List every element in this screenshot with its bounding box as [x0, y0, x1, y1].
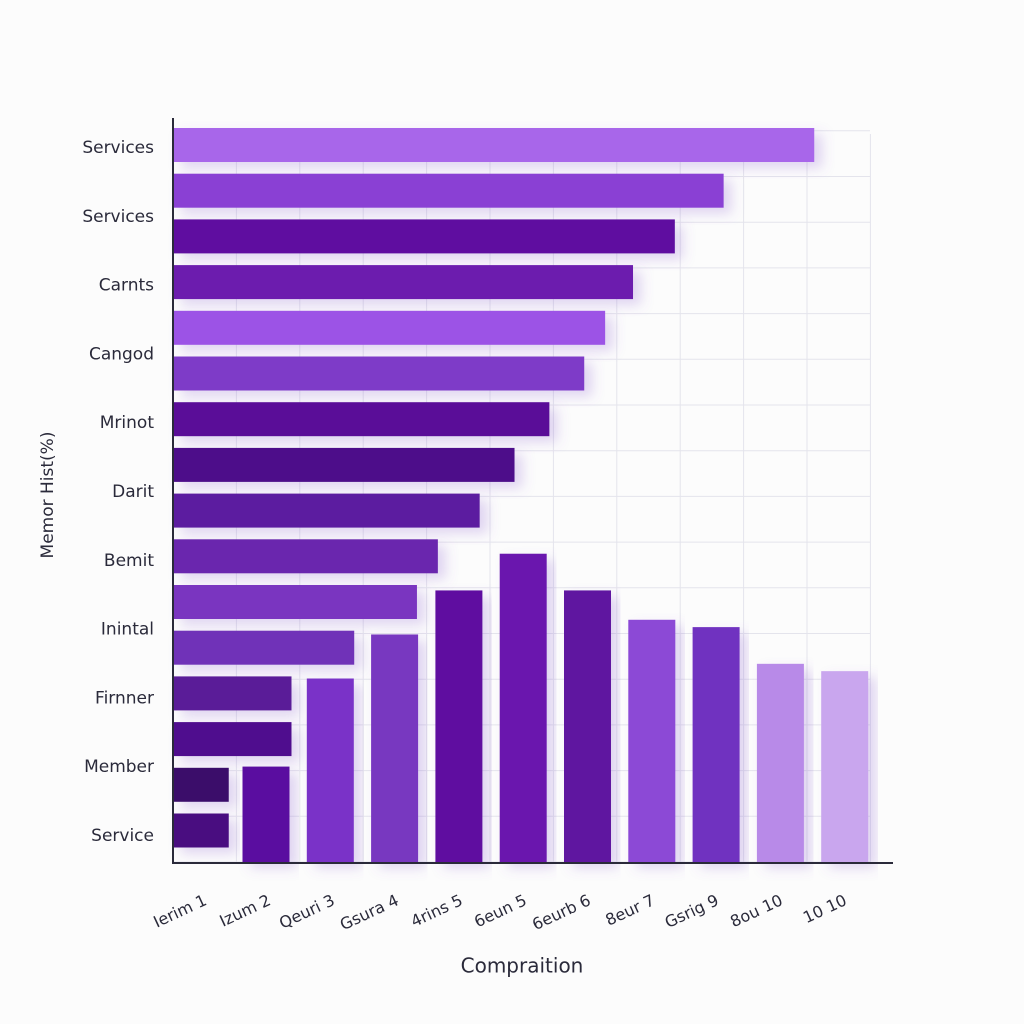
y-tick-label: Mrinot [100, 413, 155, 433]
x-tick-label: 10 10 [800, 890, 850, 927]
x-tick-label: 4rins 5 [408, 890, 466, 930]
bar [435, 590, 483, 862]
bar [306, 678, 354, 862]
bar [756, 663, 804, 862]
x-tick-label: 6eun 5 [471, 890, 529, 931]
bar [173, 356, 585, 391]
x-tick-label: Gsrig 9 [662, 890, 722, 931]
bar [173, 722, 292, 757]
y-tick-label: Services [82, 138, 154, 158]
bar [173, 265, 634, 300]
y-tick-label: Carnts [99, 276, 154, 296]
bar [628, 619, 676, 862]
y-tick-label: Service [91, 826, 154, 846]
y-tick-label: Darit [112, 482, 154, 502]
y-axis-title: Memor Hist(%) [38, 432, 58, 559]
bar [173, 813, 229, 848]
bar [821, 671, 869, 862]
bar [173, 310, 606, 345]
x-tick-label: 8eur 7 [602, 890, 657, 929]
y-tick-label: Cangod [89, 344, 154, 364]
bar [173, 402, 550, 437]
bar [173, 767, 229, 802]
y-tick-label: Firnner [95, 688, 154, 708]
y-tick-label: Member [84, 757, 154, 777]
x-tick-label: Izum 2 [217, 890, 274, 930]
bar [173, 585, 417, 619]
x-tick-label: 8ou 10 [727, 890, 785, 931]
bar [499, 553, 547, 862]
x-axis-title: Compraition [461, 954, 584, 978]
bar [173, 676, 292, 711]
bar [173, 447, 515, 482]
bar [371, 634, 419, 862]
bar [692, 627, 740, 862]
x-tick-label: Ierim 1 [150, 890, 209, 931]
bar [173, 493, 480, 528]
bar [173, 128, 815, 162]
bar [242, 766, 290, 862]
x-tick-label: Gsura 4 [337, 890, 402, 934]
bar [564, 590, 611, 862]
y-tick-label: Bemit [104, 551, 154, 571]
x-tick-label: 6eurb 6 [529, 890, 593, 933]
bar [173, 539, 438, 574]
x-tick-label: Qeuri 3 [276, 890, 337, 932]
bar [173, 219, 675, 254]
bar [173, 173, 724, 208]
bar [173, 630, 355, 665]
y-tick-label: Inintal [101, 620, 154, 640]
y-tick-label: Services [82, 207, 154, 227]
